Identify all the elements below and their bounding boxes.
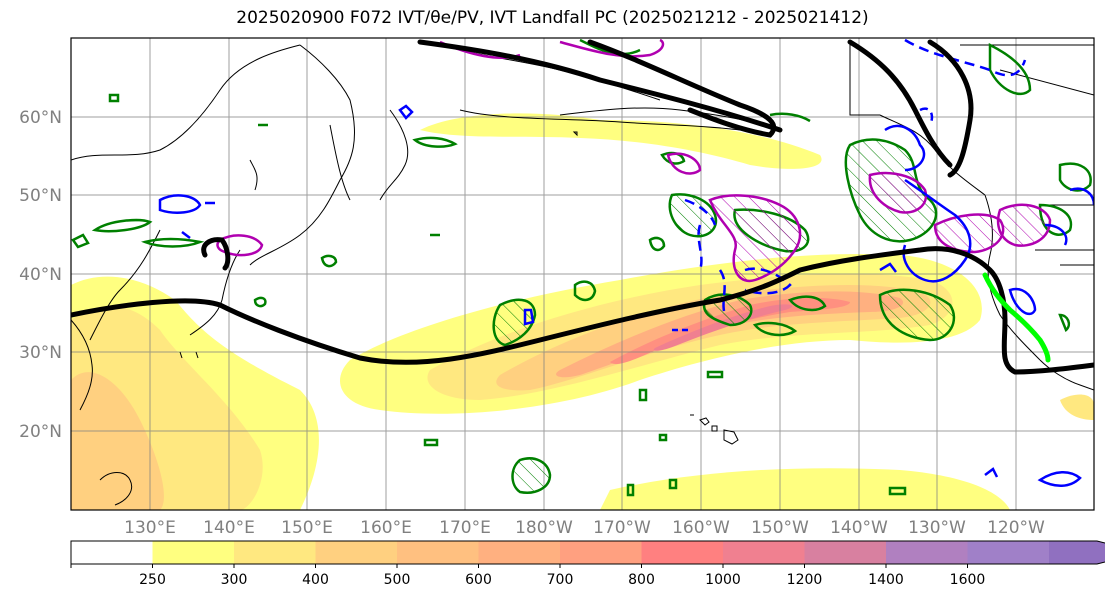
colorbar-tick-label: 1400: [868, 572, 904, 588]
lat-label: 30°N: [19, 343, 62, 363]
lon-label: 180°W: [515, 518, 573, 538]
ivt-shading: [71, 113, 1094, 510]
lon-label: 170°E: [439, 518, 491, 538]
jet-axis: [71, 39, 1094, 375]
colorbar-tick-label: 1600: [950, 572, 986, 588]
lon-label: 150°E: [281, 518, 333, 538]
map-area: [71, 38, 1094, 510]
map-grid: [71, 38, 1094, 510]
colorbar-tick-label: 1200: [787, 572, 823, 588]
map-frame: [70, 37, 1095, 511]
colorbar-tick-label: 250: [139, 572, 166, 588]
colorbar-segment: [478, 541, 561, 564]
lat-label: 20°N: [19, 422, 62, 442]
colorbar-segment: [315, 541, 398, 564]
colorbar-tick-label: 400: [302, 572, 329, 588]
lon-label: 120°W: [987, 518, 1045, 538]
lon-label: 170°W: [593, 518, 651, 538]
theta-e-outlines: [71, 38, 1092, 497]
colorbar-segment: [397, 541, 479, 564]
colorbar: 250 300 400 500 600 700 800 1000 1200 1400 1600: [70, 540, 1105, 588]
colorbar-segment: [804, 541, 887, 564]
colorbar-segment: [886, 541, 968, 564]
latitude-labels: 60°N 50°N 40°N 30°N 20°N: [19, 108, 62, 442]
colorbar-segment: [152, 541, 235, 564]
colorbar-segment: [641, 541, 724, 564]
longitude-labels: 130°E 140°E 150°E 160°E 170°E 180°W 170°…: [124, 518, 1045, 538]
lon-label: 130°E: [124, 518, 176, 538]
lat-label: 40°N: [19, 265, 62, 285]
colorbar-segment: [723, 541, 805, 564]
colorbar-segment: [71, 541, 153, 564]
lon-label: 150°W: [751, 518, 809, 538]
pv-contours: [158, 38, 1094, 487]
lat-label: 60°N: [19, 108, 62, 128]
colorbar-segment: [967, 541, 1050, 564]
colorbar-tick-label: 500: [384, 572, 411, 588]
lon-label: 160°W: [672, 518, 730, 538]
lon-label: 160°E: [360, 518, 412, 538]
colorbar-tick-label: 1000: [705, 572, 741, 588]
lon-label: 140°E: [203, 518, 255, 538]
colorbar-segment: [560, 541, 642, 564]
colorbar-tick-label: 600: [465, 572, 492, 588]
colorbar-outline: [70, 540, 1105, 565]
lat-label: 50°N: [19, 186, 62, 206]
colorbar-segment: [234, 541, 316, 564]
map-title: 2025020900 F072 IVT/θe/PV, IVT Landfall …: [236, 8, 869, 28]
landfall-track: [982, 272, 1051, 363]
lon-label: 140°W: [830, 518, 888, 538]
colorbar-tick-label: 300: [221, 572, 248, 588]
colorbar-segment: [1049, 541, 1105, 564]
colorbar-tick-label: 800: [628, 572, 655, 588]
lon-label: 130°W: [908, 518, 966, 538]
colorbar-tick-label: 700: [547, 572, 574, 588]
pv-hatched-contours: [708, 171, 1052, 283]
